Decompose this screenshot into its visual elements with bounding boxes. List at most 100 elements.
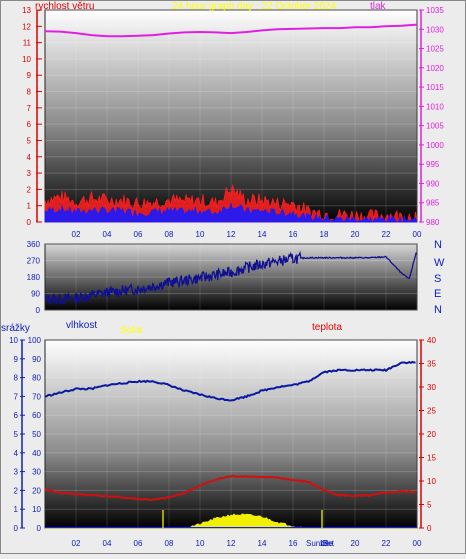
solar-label: Solar (120, 325, 144, 336)
wind-tick-label: 13 (22, 6, 31, 15)
rain-tick-label: 2 (14, 486, 19, 495)
rain-tick-label: 3 (14, 468, 19, 477)
pressure-tick-label: 985 (426, 199, 440, 208)
wind-tick-label: 6 (27, 120, 32, 129)
x-tick-label: 00 (413, 230, 422, 239)
series-direction (44, 250, 417, 307)
x-tick-label: 16 (289, 539, 298, 548)
x-tick-label: 06 (134, 230, 143, 239)
pressure-tick-label: 995 (426, 160, 440, 169)
wind-tick-label: 3 (27, 169, 32, 178)
rain-tick-label: 1 (14, 505, 19, 514)
x-tick-label: 04 (103, 539, 112, 548)
x-tick-label: 12 (227, 230, 236, 239)
x-tick-label: 20 (351, 539, 360, 548)
compass-label-n: N (434, 239, 442, 251)
humidity-axis-label: vlhkost (66, 320, 97, 331)
series-rain-temp (44, 360, 417, 529)
wind-tick-label: 12 (22, 22, 31, 31)
wind-tick-label: 0 (27, 218, 32, 227)
humidity-tick-label: 70 (32, 392, 41, 401)
rain-tick-label: 7 (14, 392, 19, 401)
pressure-tick-label: 1025 (426, 45, 444, 54)
temp-tick-label: 20 (427, 430, 436, 439)
pressure-tick-label: 1010 (426, 102, 444, 111)
humidity-tick-label: 40 (32, 449, 41, 458)
compass-label-s: S (434, 273, 441, 285)
direction-tick-label: 360 (27, 240, 41, 249)
humidity-tick-label: 60 (32, 411, 41, 420)
rain-tick-label: 10 (9, 336, 18, 345)
humidity-tick-label: 0 (37, 524, 42, 533)
x-tick-label: 18 (320, 539, 329, 548)
x-tick-label: 20 (351, 230, 360, 239)
temp-tick-label: 15 (427, 454, 436, 463)
pressure-tick-label: 1020 (426, 64, 444, 73)
compass-label-e: E (434, 288, 441, 300)
ticks-direction: 0 90 180 270 360 (27, 240, 41, 315)
wind-axis-label: rychlost větru (35, 1, 94, 12)
wind-tick-label: 4 (27, 153, 32, 162)
compass-label-n: N (434, 304, 442, 316)
temp-tick-label: 35 (427, 360, 436, 369)
temperature-axis-label: teplota (312, 322, 342, 333)
grid-direction (45, 243, 418, 311)
humidity-tick-label: 10 (32, 505, 41, 514)
x-tick-label: 14 (258, 539, 267, 548)
series-wind-pressure (44, 23, 418, 224)
pressure-tick-label: 1000 (426, 141, 444, 150)
x-tick-label: 22 (382, 539, 391, 548)
humidity-tick-label: 80 (32, 374, 41, 383)
x-tick-label: 02 (72, 539, 81, 548)
rain-tick-label: 9 (14, 355, 19, 364)
ticks-wind-pressure: 0123456789101112139809859909951000100510… (22, 6, 444, 239)
x-tick-label: 12 (227, 539, 236, 548)
humidity-tick-label: 100 (28, 336, 42, 345)
x-tick-label: 02 (72, 230, 81, 239)
wind-tick-label: 11 (23, 39, 32, 48)
chart-title: 24 hour graph day : 22 October 2024 (172, 1, 336, 12)
x-tick-label: 00 (413, 539, 422, 548)
x-tick-label: 22 (382, 230, 391, 239)
wind-tick-label: 1 (27, 202, 32, 211)
wind-speed-series (44, 203, 418, 224)
wind-tick-label: 9 (27, 71, 32, 80)
wind-tick-label: 2 (27, 185, 32, 194)
temp-tick-label: 5 (427, 501, 432, 510)
humidity-tick-label: 50 (32, 430, 41, 439)
panel-direction (44, 243, 418, 311)
direction-series (44, 250, 417, 307)
temp-tick-label: 40 (427, 336, 436, 345)
x-tick-label: 08 (165, 230, 174, 239)
pressure-tick-label: 1035 (426, 6, 444, 15)
pressure-tick-label: 990 (426, 179, 440, 188)
direction-tick-label: 0 (36, 306, 41, 315)
rain-tick-label: 0 (14, 524, 19, 533)
pressure-tick-label: 1005 (426, 122, 444, 131)
humidity-series (44, 360, 416, 402)
pressure-series (44, 23, 418, 38)
humidity-tick-label: 30 (32, 468, 41, 477)
rain-tick-label: 5 (14, 430, 19, 439)
pressure-tick-label: 1015 (426, 83, 444, 92)
compass-label-w: W (434, 257, 445, 269)
temperature-series (44, 474, 416, 502)
x-tick-label: 10 (196, 539, 205, 548)
wind-tick-label: 7 (27, 104, 32, 113)
direction-tick-label: 180 (27, 273, 41, 282)
rain-axis-label: srážky (1, 323, 30, 334)
ticks-rain-temp: 0123456789100102030405060708090100051015… (9, 336, 436, 548)
rain-tick-label: 8 (14, 374, 19, 383)
humidity-tick-label: 90 (32, 355, 41, 364)
wind-tick-label: 10 (22, 55, 31, 64)
x-tick-label: 16 (289, 230, 298, 239)
x-tick-label: 14 (258, 230, 267, 239)
pressure-axis-label: tlak (370, 1, 387, 12)
panel-wind-pressure (44, 9, 418, 223)
pressure-tick-label: 980 (426, 218, 440, 227)
wind-tick-label: 5 (27, 136, 32, 145)
humidity-tick-label: 20 (32, 486, 41, 495)
